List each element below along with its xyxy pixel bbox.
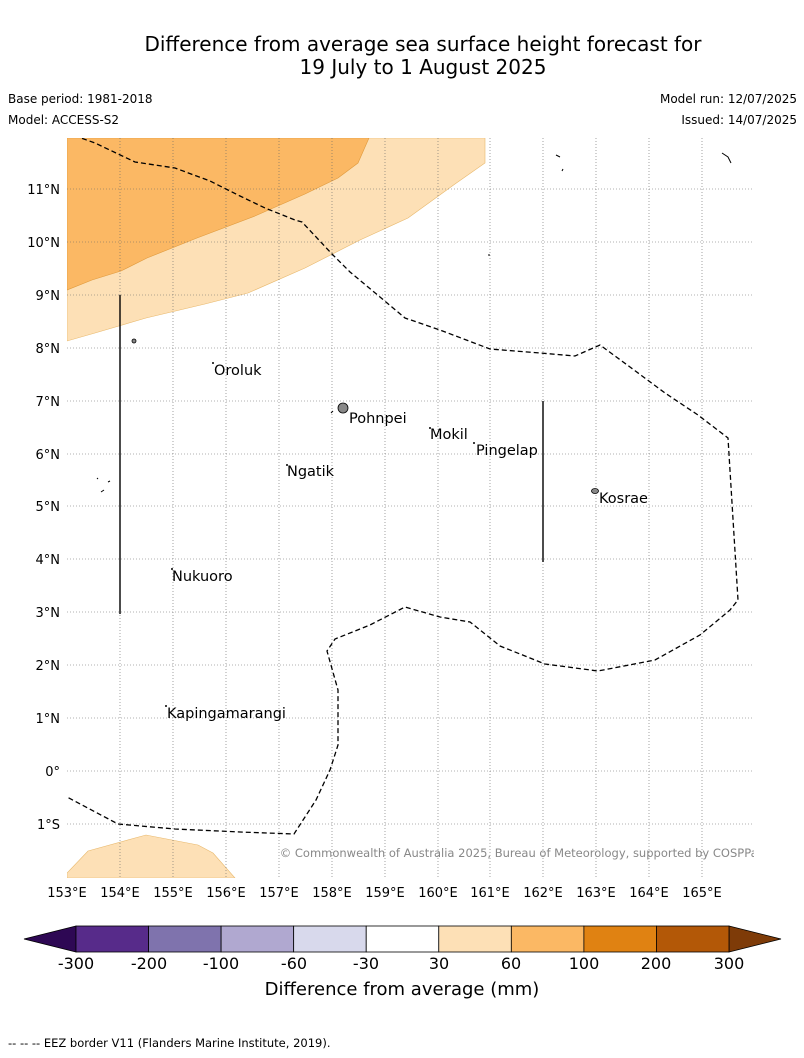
colorbar-segment	[656, 925, 730, 953]
kapingamarangi-atoll	[165, 705, 167, 707]
lat-label: 10°N	[27, 236, 60, 251]
lon-label: 155°E	[153, 886, 193, 901]
lat-label: 1°S	[37, 818, 60, 833]
small-islet	[488, 152, 732, 256]
colorbar-tick: -30	[353, 954, 379, 973]
lon-label: 154°E	[100, 886, 140, 901]
colorbar-tick: 200	[641, 954, 672, 973]
colorbar-over-arrow	[728, 925, 782, 953]
oroluk-atoll	[212, 362, 214, 364]
colorbar-segment	[75, 925, 149, 953]
colorbar-tick: 60	[501, 954, 521, 973]
lat-label: 7°N	[36, 395, 61, 410]
kosrae-island	[591, 488, 599, 494]
colorbar-tick: -100	[203, 954, 239, 973]
colorbar-segment	[365, 925, 440, 953]
lon-label: 153°E	[47, 886, 87, 901]
mokil-atoll	[429, 427, 431, 429]
colorbar-tick: 300	[714, 954, 745, 973]
colorbar-tick: -300	[58, 954, 94, 973]
lon-label: 162°E	[523, 886, 563, 901]
copyright-notice: © Commonwealth of Australia 2025, Bureau…	[280, 846, 764, 860]
place-label-mokil: Mokil	[430, 427, 468, 443]
lon-label: 159°E	[365, 886, 405, 901]
colorbar-segment	[293, 925, 367, 953]
place-label-nukuoro: Nukuoro	[172, 569, 233, 585]
lon-label: 164°E	[629, 886, 669, 901]
chart-title: Difference from average sea surface heig…	[0, 33, 804, 79]
lat-label: 9°N	[36, 289, 61, 304]
lon-label: 165°E	[682, 886, 722, 901]
place-label-kapingamarangi: Kapingamarangi	[167, 706, 286, 722]
colorbar-segment	[220, 925, 295, 953]
latitude-labels: 11°N 10°N 9°N 8°N 7°N 6°N 5°N 4°N 3°N 2°…	[27, 183, 60, 833]
anomaly-patch-southwest	[67, 834, 236, 878]
eez-border-note: -- -- -- EEZ border V11 (Flanders Marine…	[8, 1036, 331, 1050]
lat-label: 8°N	[36, 342, 61, 357]
lat-label: 2°N	[36, 659, 61, 674]
islands	[96, 152, 732, 707]
lat-label: 0°	[45, 765, 60, 780]
title-line-2: 19 July to 1 August 2025	[299, 55, 547, 79]
lon-label: 158°E	[312, 886, 352, 901]
place-labels: Oroluk Pohnpei Mokil Pingelap Ngatik Kos…	[167, 363, 648, 722]
lat-label: 11°N	[27, 183, 60, 198]
model-name: Model: ACCESS-S2	[8, 113, 120, 127]
small-islet	[131, 338, 137, 344]
place-label-pohnpei: Pohnpei	[349, 411, 407, 427]
model-run: Model run: 12/07/2025	[659, 92, 797, 106]
colorbar-segment	[583, 925, 657, 953]
colorbar-tick: 100	[569, 954, 600, 973]
base-period: Base period: 1981-2018	[8, 92, 153, 106]
colorbar-tick: 30	[429, 954, 449, 973]
issued-date: Issued: 14/07/2025	[681, 113, 797, 127]
title-line-1: Difference from average sea surface heig…	[144, 32, 702, 56]
place-label-kosrae: Kosrae	[599, 491, 648, 507]
pingelap-atoll	[473, 442, 475, 444]
place-label-ngatik: Ngatik	[287, 464, 335, 480]
eez-border	[67, 138, 739, 835]
colorbar-segment	[438, 925, 512, 953]
lat-label: 5°N	[36, 500, 61, 515]
lon-label: 161°E	[470, 886, 510, 901]
colorbar-tick-labels: -300 -200 -100 -60 -30 30 60 100 200 300	[58, 954, 744, 973]
colorbar-tick: -60	[281, 954, 307, 973]
small-islet	[330, 410, 334, 414]
lon-label: 157°E	[259, 886, 299, 901]
pohnpei-island	[337, 402, 349, 414]
lat-label: 1°N	[36, 712, 61, 727]
small-islet	[96, 477, 111, 493]
colorbar-label: Difference from average (mm)	[265, 979, 540, 1000]
ngatik-atoll	[286, 464, 288, 466]
lat-label: 6°N	[36, 448, 61, 463]
colorbar-segment	[148, 925, 222, 953]
gridlines	[67, 138, 754, 878]
lon-label: 163°E	[576, 886, 616, 901]
anomaly-band-60-100	[67, 138, 370, 291]
map-area: Oroluk Pohnpei Mokil Pingelap Ngatik Kos…	[67, 138, 764, 878]
nukuoro-atoll	[171, 568, 173, 570]
colorbar-tick: -200	[131, 954, 167, 973]
longitude-labels: 153°E 154°E 155°E 156°E 157°E 158°E 159°…	[47, 886, 722, 901]
place-label-pingelap: Pingelap	[476, 443, 538, 459]
place-label-oroluk: Oroluk	[214, 363, 262, 379]
lat-label: 4°N	[36, 553, 61, 568]
colorbar-segment	[510, 925, 585, 953]
lat-label: 3°N	[36, 606, 61, 621]
colorbar: -300 -200 -100 -60 -30 30 60 100 200 300…	[23, 925, 782, 1000]
lon-label: 160°E	[418, 886, 458, 901]
lon-label: 156°E	[206, 886, 246, 901]
colorbar-under-arrow	[23, 925, 77, 953]
